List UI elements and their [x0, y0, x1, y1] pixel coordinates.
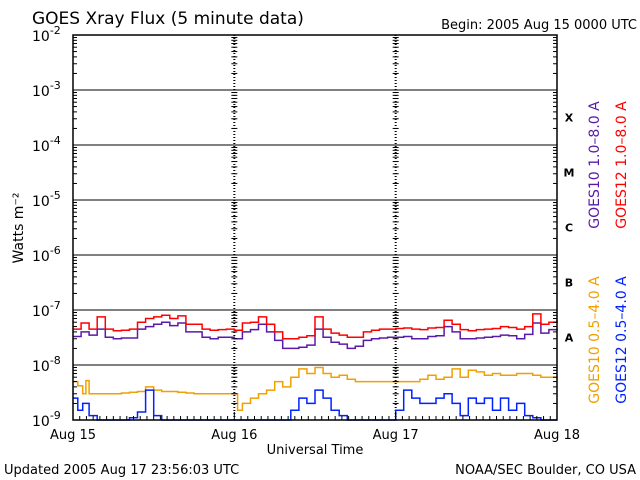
y-axis-label: Watts m⁻²: [11, 193, 27, 264]
legend: GOES10 1.0–8.0 A GOES12 1.0–8.0 A GOES10 0…: [587, 101, 630, 404]
flare-class-c: C: [565, 222, 573, 235]
grid: [73, 35, 557, 420]
flare-class-x: X: [565, 112, 574, 125]
flare-classes: X M C B A: [564, 112, 575, 345]
y-tick-label: 10-6: [32, 244, 61, 265]
x-tick-label: Aug 18: [534, 428, 580, 443]
series-line-0: [73, 321, 558, 350]
y-tick-label: 10-5: [32, 189, 61, 210]
x-axis-label: Universal Time: [267, 443, 364, 458]
series-line-1: [73, 313, 558, 340]
chart-title: GOES Xray Flux (5 minute data): [32, 9, 304, 29]
x-ticks: Aug 15 Aug 16 Aug 17 Aug 18: [50, 412, 580, 443]
y-tick-label: 10-2: [32, 24, 61, 45]
y-tick-label: 10-7: [32, 299, 61, 320]
legend-item-0: GOES10 1.0–8.0 A: [587, 101, 603, 229]
flare-class-b: B: [565, 277, 573, 290]
flare-class-m: M: [564, 167, 575, 180]
y-tick-label: 10-8: [32, 354, 61, 375]
y-tick-label: 10-3: [32, 79, 61, 100]
legend-item-2: GOES10 0.5–4.0 A: [587, 276, 603, 404]
credit-label: NOAA/SEC Boulder, CO USA: [455, 463, 636, 478]
legend-item-3: GOES12 0.5–4.0 A: [614, 276, 630, 404]
series-layer: [73, 313, 558, 421]
begin-label: Begin: 2005 Aug 15 0000 UTC: [441, 18, 637, 33]
flare-class-a: A: [565, 332, 574, 345]
y-tick-label: 10-9: [32, 409, 61, 430]
x-tick-label: Aug 16: [211, 428, 257, 443]
legend-item-1: GOES12 1.0–8.0 A: [614, 101, 630, 229]
series-line-3: [73, 389, 557, 421]
x-tick-label: Aug 15: [50, 428, 96, 443]
y-ticks: 10-2 10-3 10-4 10-5 10-6 10-7 10-8 10-9: [32, 24, 557, 430]
x-tick-label: Aug 17: [373, 428, 419, 443]
updated-label: Updated 2005 Aug 17 23:56:03 UTC: [4, 463, 239, 478]
plot-frame: [72, 34, 558, 421]
y-tick-label: 10-4: [32, 134, 61, 155]
series-line-2: [73, 366, 558, 412]
